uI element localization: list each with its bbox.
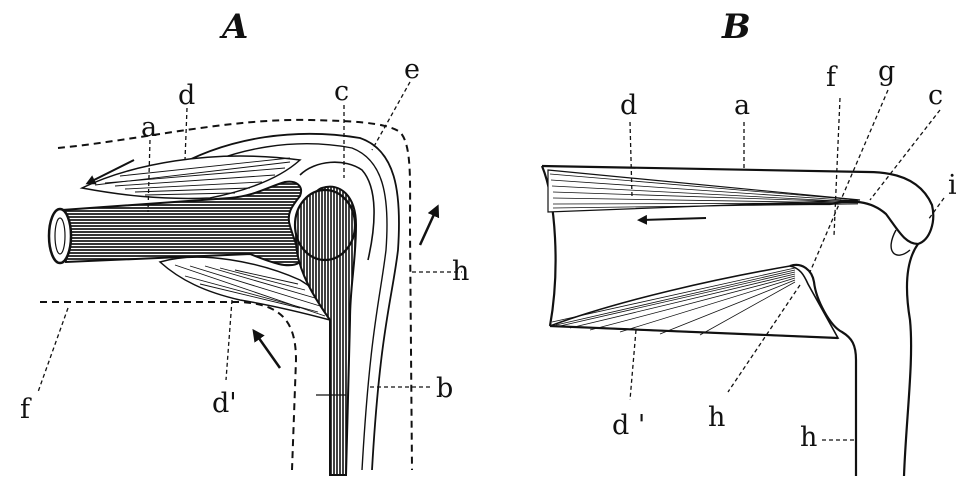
label-b-h2: h — [800, 422, 817, 453]
muscle-d-fibers — [94, 157, 291, 196]
label-b-h1: h — [708, 402, 725, 433]
label-a-f: f — [20, 394, 32, 425]
label-b-d-prime: d ' — [612, 410, 645, 441]
bone-cut-marrow — [54, 217, 66, 255]
label-a-d: d — [178, 80, 195, 111]
panel-b: B — [540, 7, 957, 477]
bone-vertical-head — [293, 188, 357, 262]
synovial-inner — [177, 143, 388, 471]
capsule-fold-upper — [299, 161, 375, 261]
bone-horizontal — [60, 180, 302, 267]
panel-a-leaders — [37, 81, 462, 393]
label-a-e: e — [404, 54, 420, 85]
label-b-a: a — [734, 90, 750, 121]
arrow-b-left — [637, 214, 707, 225]
synovial-outer — [169, 132, 400, 471]
muscle-b-d-fibers — [549, 173, 859, 209]
capsule-outline-bottom — [40, 301, 298, 471]
label-b-g: g — [878, 56, 895, 87]
panel-b-leaders — [629, 89, 945, 441]
label-b-f: f — [826, 62, 838, 93]
panel-a-title: A — [219, 7, 248, 47]
arrow-a-upper-left — [85, 159, 135, 185]
capsule-outline-top — [57, 118, 413, 471]
label-b-d: d — [620, 90, 637, 121]
arrow-a-lower — [252, 328, 282, 369]
muscle-b-d-prime-fibers — [551, 267, 796, 336]
arrow-a-right — [418, 204, 440, 246]
label-a-c: c — [334, 76, 349, 107]
segment-cut-left — [540, 165, 557, 327]
segment-vertical-outer — [902, 243, 919, 477]
label-b-i: i — [948, 170, 957, 201]
label-b-c: c — [928, 80, 943, 111]
label-a-h: h — [452, 256, 469, 287]
bone-vertical — [294, 185, 358, 476]
segment-upper — [541, 164, 935, 246]
segment-vertical-inner — [789, 263, 858, 476]
label-a-a: a — [141, 112, 157, 143]
segment-hinge-fold — [890, 229, 911, 256]
segment-lower-edge — [549, 324, 839, 340]
panel-a: A — [20, 7, 469, 476]
label-a-b: b — [436, 373, 453, 404]
muscle-d-prime-fibers — [174, 264, 326, 317]
label-a-d-prime: d' — [212, 388, 237, 419]
panel-b-title: B — [721, 7, 751, 47]
